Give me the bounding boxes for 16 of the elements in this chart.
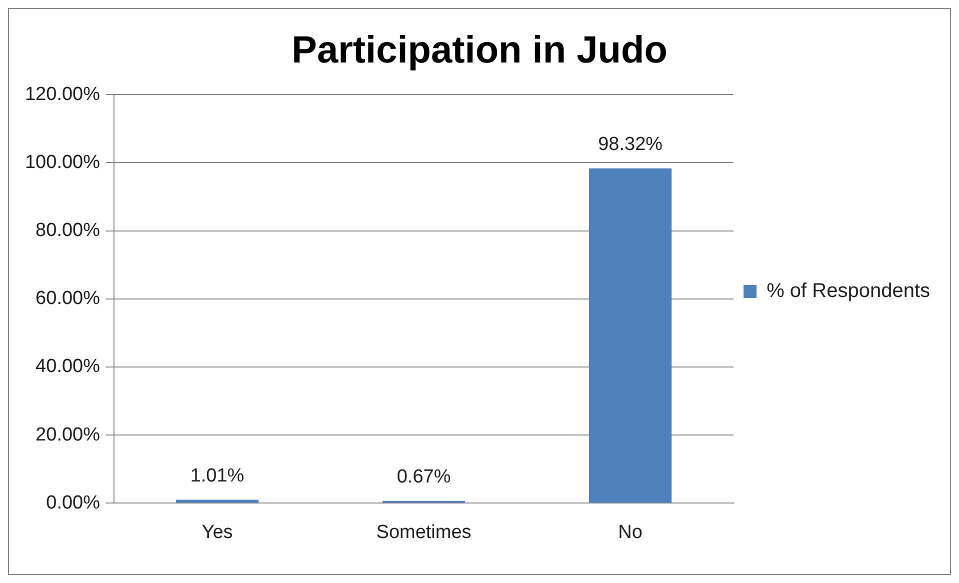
legend-label: % of Respondents xyxy=(766,280,930,302)
y-tick-label: 80.00% xyxy=(36,220,100,242)
y-tick-label: 60.00% xyxy=(36,288,100,310)
y-tick-label: 20.00% xyxy=(36,424,100,446)
y-tick-label: 100.00% xyxy=(24,152,100,173)
x-tick-label: Yes xyxy=(202,522,233,543)
data-label: 98.32% xyxy=(598,134,663,156)
data-label: 1.01% xyxy=(190,465,244,486)
bar xyxy=(589,168,672,503)
y-tick-label: 0.00% xyxy=(46,492,100,514)
chart-title: Participation in Judo xyxy=(292,29,668,72)
x-tick-label: No xyxy=(618,522,642,543)
y-tick-label: 40.00% xyxy=(36,356,100,378)
x-tick-label: Sometimes xyxy=(376,522,472,543)
data-label: 0.67% xyxy=(396,466,451,488)
y-tick-label: 120.00% xyxy=(24,84,100,105)
